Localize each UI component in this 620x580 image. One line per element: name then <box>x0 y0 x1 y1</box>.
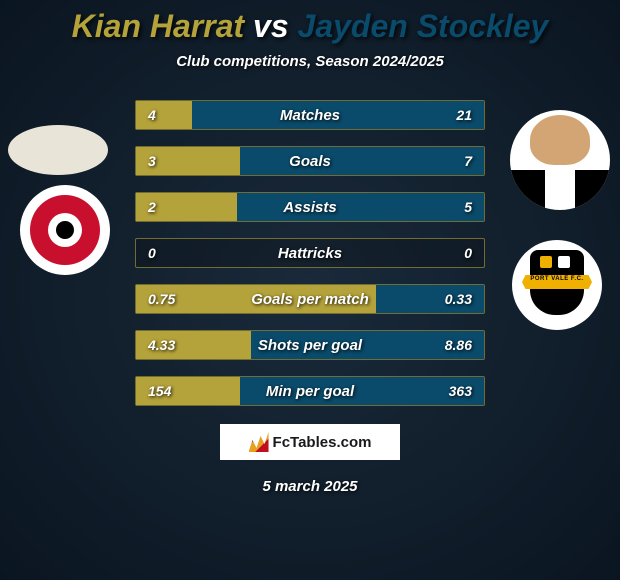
stat-label: Min per goal <box>136 377 484 405</box>
stat-label: Goals per match <box>136 285 484 313</box>
player2-avatar <box>510 110 610 210</box>
stat-label: Assists <box>136 193 484 221</box>
stat-label: Matches <box>136 101 484 129</box>
stat-row: 0.750.33Goals per match <box>135 284 485 314</box>
player1-club-badge <box>20 185 110 275</box>
brand-logo-icon <box>249 432 269 452</box>
player2-club-badge: PORT VALE F.C. <box>512 240 602 330</box>
stat-row: 00Hattricks <box>135 238 485 268</box>
stat-row: 421Matches <box>135 100 485 130</box>
brand-badge: FcTables.com <box>220 424 400 460</box>
player2-name: Jayden Stockley <box>298 8 549 44</box>
date-label: 5 march 2025 <box>0 478 620 495</box>
stat-row: 154363Min per goal <box>135 376 485 406</box>
comparison-title: Kian Harrat vs Jayden Stockley <box>0 0 620 45</box>
stat-row: 37Goals <box>135 146 485 176</box>
stat-label: Shots per goal <box>136 331 484 359</box>
stat-row: 25Assists <box>135 192 485 222</box>
stat-label: Goals <box>136 147 484 175</box>
player1-avatar <box>8 125 108 175</box>
vs-separator: vs <box>253 8 289 44</box>
brand-text: FcTables.com <box>273 434 372 451</box>
club-right-name: PORT VALE F.C. <box>522 276 592 282</box>
stat-bars: 421Matches 37Goals 25Assists 00Hattricks 0.7… <box>135 100 485 406</box>
stats-area: PORT VALE F.C. 421Matches 37Goals 25Assist… <box>0 100 620 406</box>
player1-name: Kian Harrat <box>72 8 245 44</box>
stat-label: Hattricks <box>136 239 484 267</box>
stat-row: 4.338.86Shots per goal <box>135 330 485 360</box>
subtitle: Club competitions, Season 2024/2025 <box>0 53 620 70</box>
